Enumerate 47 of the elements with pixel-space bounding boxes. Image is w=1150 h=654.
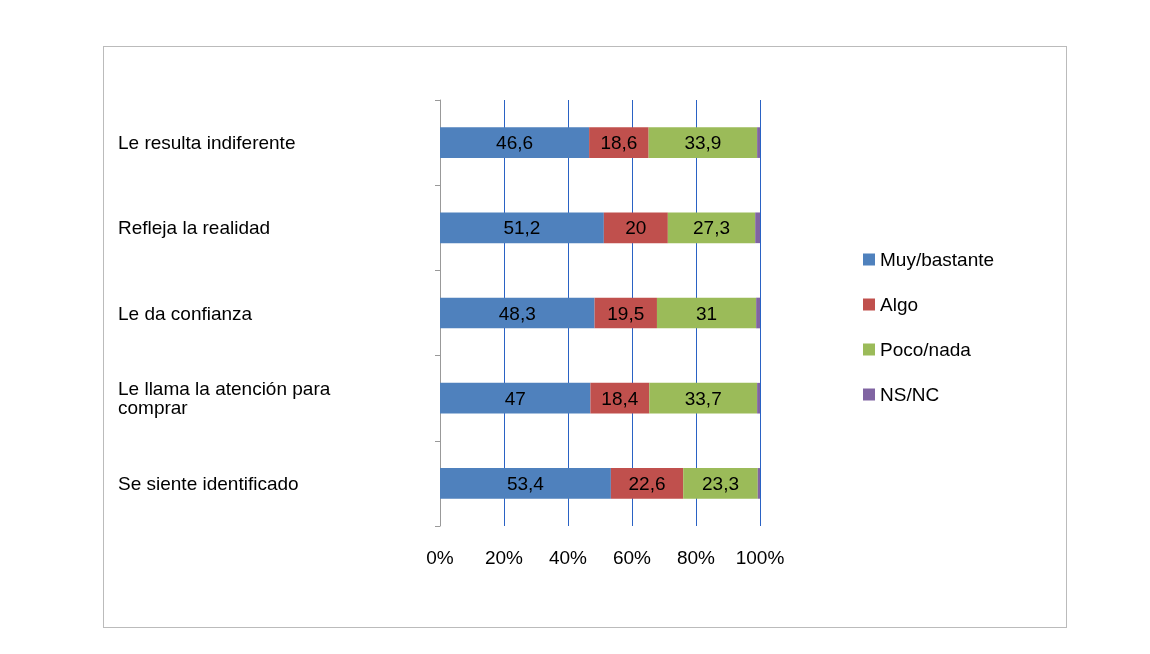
y-tick-label: Le llama la atención para comprar <box>118 378 336 419</box>
y-tick-label: Refleja la realidad <box>118 217 271 239</box>
bar <box>610 468 684 499</box>
data-label: 19,5 <box>607 302 645 324</box>
data-label: 53,4 <box>506 472 545 494</box>
legend-label: NS/NC <box>880 384 940 405</box>
bar <box>683 468 758 499</box>
data-label: 47 <box>504 387 526 409</box>
legend-label: Muy/bastante <box>880 249 995 270</box>
x-tick-label: 0% <box>426 547 454 568</box>
bar <box>440 468 611 499</box>
bar <box>603 212 668 244</box>
data-label: 22,6 <box>628 472 666 494</box>
data-label: 18,6 <box>600 132 638 154</box>
bar <box>757 382 760 414</box>
y-tick-label: Le da confianza <box>118 302 253 324</box>
bar <box>440 212 604 244</box>
y-tick-label: Le resulta indiferente <box>118 132 296 154</box>
bar <box>440 127 590 158</box>
data-label: 48,3 <box>498 302 536 324</box>
legend-label: Algo <box>880 294 919 315</box>
x-tick-label: 60% <box>612 547 652 568</box>
data-label: 51,2 <box>503 217 541 239</box>
bar <box>757 468 760 499</box>
bar <box>667 212 756 244</box>
y-tick-label: Se siente identificado <box>118 472 299 494</box>
bar <box>756 297 760 329</box>
bar <box>648 127 758 158</box>
x-tick-label: 100% <box>735 547 785 568</box>
data-label: 23,3 <box>701 472 739 494</box>
x-tick-label: 40% <box>548 547 588 568</box>
bar <box>440 382 591 414</box>
data-label: 18,4 <box>601 387 639 409</box>
bar <box>649 382 758 414</box>
bar <box>656 297 757 329</box>
data-label: 31 <box>695 302 718 324</box>
data-label: 33,7 <box>684 387 722 409</box>
data-label: 33,9 <box>684 132 722 154</box>
data-label: 46,6 <box>496 132 534 154</box>
data-label: 27,3 <box>693 217 731 239</box>
x-tick-label: 20% <box>484 547 524 568</box>
x-tick-label: 80% <box>676 547 716 568</box>
bar <box>440 297 595 329</box>
data-label: 20 <box>625 217 647 239</box>
bar <box>755 212 760 244</box>
legend-label: Poco/nada <box>880 339 972 360</box>
bar <box>757 127 760 158</box>
